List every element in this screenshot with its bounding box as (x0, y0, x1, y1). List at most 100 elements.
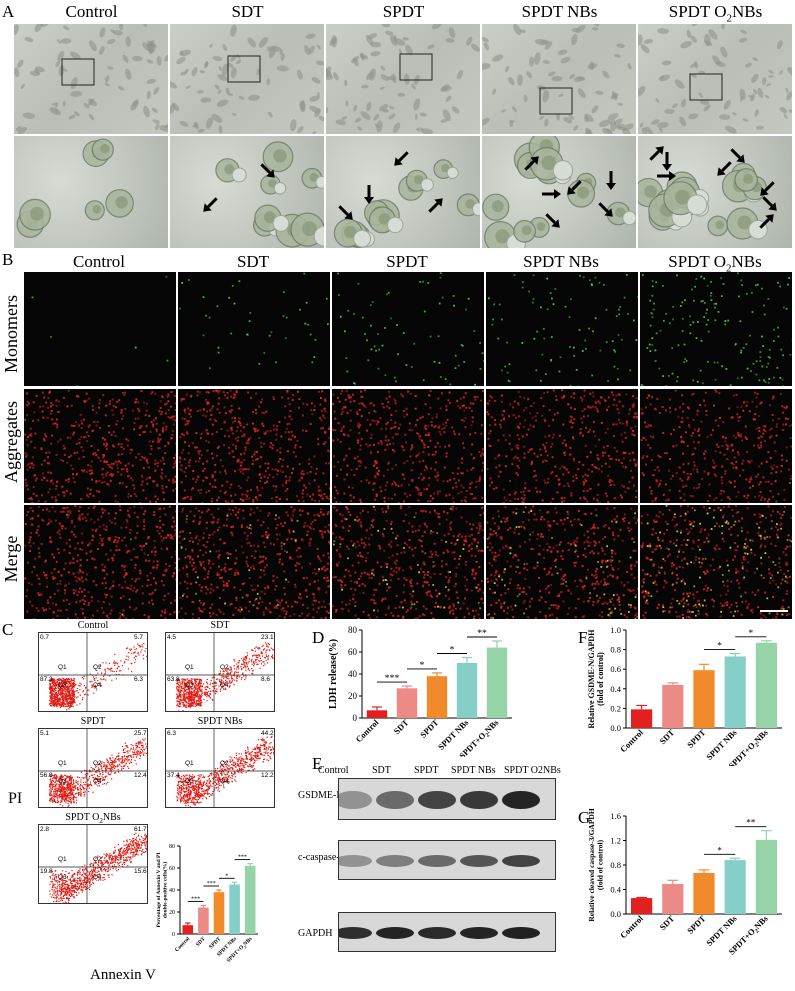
blot-row-gsdme-n: GSDME-N (298, 790, 344, 801)
sig-label-1: ** (746, 819, 756, 829)
blot-col-sdt: SDT (372, 765, 391, 776)
y-tick-label: 0.0 (610, 723, 621, 733)
panel-b-row-merge: Merge (1, 535, 21, 583)
panel-b-header-spdt-nbs: SPDT NBs (523, 252, 599, 271)
category-label-1: SDT (195, 936, 207, 948)
flow-spdt-o2nbs-q2: Q2 (93, 856, 102, 863)
y-tick-label: 20 (169, 910, 175, 916)
flow-plot-control (38, 632, 148, 712)
flow-spdt-o2nbs-q3: Q3 (58, 874, 67, 881)
bar-4 (244, 865, 256, 934)
y-tick-label: 1.2 (610, 835, 621, 845)
fluor-monomers-spdt-nbs (486, 272, 638, 386)
bar-4 (486, 647, 508, 718)
y-axis-label: Percentage of Annexin V and PIdouble-pos… (156, 852, 168, 927)
fluor-monomers-control (24, 272, 176, 386)
y-tick-label: 1.6 (610, 811, 621, 821)
blot-col-spdt: SPDT (414, 765, 439, 776)
y-tick-label: 0.0 (610, 909, 621, 919)
panel-b-row-aggregates: Aggregates (1, 401, 21, 483)
blot-row-c-caspase-3: c-caspase-3 (298, 852, 345, 863)
y-tick-label: 40 (169, 888, 175, 894)
fluor-aggregates-sdt (178, 389, 330, 503)
flow-spdt-nbs-q4: Q4 (220, 778, 229, 785)
y-axis-label: Relative cleaved caspase-3/GAPDH(fold of… (587, 808, 605, 921)
y-tick-label: 0.8 (610, 860, 621, 870)
blot-gsdme-n (338, 778, 556, 820)
panel-letter-d: D (312, 628, 325, 647)
panel-letter-f: F (578, 628, 588, 647)
category-label-1: SDT (657, 913, 676, 932)
flow-plot-spdt-o2nbs (38, 824, 148, 904)
flow-plot-spdt-nbs (165, 728, 275, 808)
bar-2 (213, 892, 225, 934)
fluor-monomers-sdt (178, 272, 330, 386)
flow-spdt-lr: 12.4 (134, 772, 147, 779)
bar-1 (662, 684, 684, 728)
flow-spdt-q3: Q3 (58, 778, 67, 785)
category-label-2: SPDT (685, 913, 708, 936)
flow-spdt-nbs-q1: Q1 (185, 760, 194, 767)
y-tick-label: 60 (169, 866, 175, 872)
panel-c-xlabel: Annexin V (90, 967, 156, 983)
band-2-3 (460, 927, 498, 939)
band-2-4 (502, 927, 540, 939)
flow-spdt-ul: 5.1 (40, 730, 50, 737)
sig-label-0: *** (191, 896, 200, 902)
chart-g-caspase: 0.0 0.4 0.8 1.2 1.6 Relative cleaved caspase-… (587, 808, 782, 956)
scale-bar (760, 610, 788, 612)
fluor-merge-spdt-nbs (486, 505, 638, 619)
band-0-2 (418, 791, 456, 809)
panel-letter-e: E (312, 754, 323, 773)
y-tick-label: 0.6 (610, 664, 621, 674)
flow-control-q4: Q4 (93, 682, 102, 689)
bar-0 (182, 925, 194, 934)
flow-spdt-nbs-ur: 44.2 (261, 730, 274, 737)
flow-control-q2: Q2 (93, 664, 102, 671)
flow-spdt-q2: Q2 (93, 760, 102, 767)
blot-c-caspase-3 (338, 840, 556, 880)
bar-2 (693, 872, 715, 914)
fluor-merge-spdt-o2nbs (640, 505, 792, 619)
band-0-0 (339, 791, 372, 809)
bar-3 (724, 656, 746, 728)
bar-1 (198, 907, 209, 934)
micrograph-high-spdt-o2nbs (638, 136, 792, 248)
blot-col-control: Control (318, 765, 349, 776)
y-tick-label: 0 (353, 713, 358, 723)
y-tick-label: 0 (172, 932, 175, 938)
panel-a-header-sdt: SDT (231, 2, 264, 21)
flow-sdt-q1: Q1 (185, 664, 194, 671)
panel-a-header-spdt-o2nbs: SPDT O2NBs (668, 2, 763, 25)
category-label-2: SPDT (685, 727, 708, 750)
bar-0 (366, 710, 388, 718)
flow-spdt-ll: 56.8 (40, 772, 53, 779)
sig-label-0: * (717, 642, 722, 652)
bar-4 (755, 642, 778, 728)
fluor-merge-sdt (178, 505, 330, 619)
panel-a-header-spdt-nbs: SPDT NBs (521, 2, 598, 21)
bar-3 (229, 884, 240, 934)
y-tick-label: 0.4 (610, 884, 621, 894)
y-tick-label: 0.8 (610, 645, 621, 655)
flow-spdt-o2nbs-q4: Q4 (93, 874, 102, 881)
bar-3 (456, 663, 478, 718)
blot-col-spdt-nbs: SPDT NBs (451, 765, 496, 776)
flow-sdt-q4: Q4 (220, 682, 229, 689)
category-label-0: Control (174, 936, 191, 953)
flow-spdt-nbs-q2: Q2 (220, 760, 229, 767)
band-1-4 (502, 855, 540, 867)
bar-4 (755, 839, 778, 914)
flow-spdt-nbs-ll: 37.4 (167, 772, 180, 779)
flow-plot-sdt (165, 632, 275, 712)
flow-spdt-o2nbs-q1: Q1 (58, 856, 67, 863)
band-2-0 (339, 927, 372, 939)
sig-label-1: *** (207, 881, 216, 887)
band-1-0 (339, 855, 372, 867)
sig-label-2: * (225, 873, 228, 879)
bar-1 (396, 688, 418, 718)
chart-f-gsdme: 0.0 0.2 0.4 0.6 0.8 1.0 Relative GSDME-N/GAPDH… (587, 625, 782, 766)
flow-control-q1: Q1 (58, 664, 67, 671)
